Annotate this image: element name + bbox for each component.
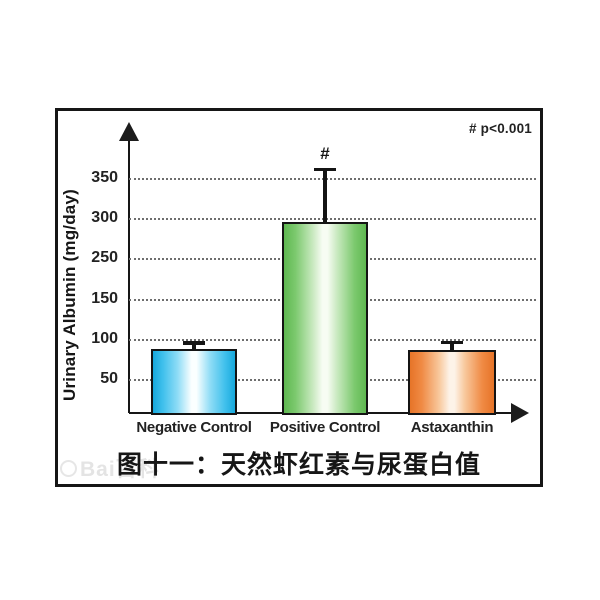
significance-mark-2: # xyxy=(320,143,330,163)
significance-note: # p<0.001 xyxy=(469,121,532,136)
category-label-2: Positive Control xyxy=(269,419,381,436)
error-bar-cap-3 xyxy=(441,340,463,344)
error-bar-cap-2 xyxy=(314,167,336,172)
y-tick-label-300: 300 xyxy=(91,209,118,227)
bar-positive-control xyxy=(282,221,368,415)
y-tick-label-250: 250 xyxy=(91,249,118,267)
y-axis-arrow-up-icon xyxy=(119,122,139,141)
bar-astaxanthin xyxy=(408,350,496,415)
y-axis-line xyxy=(127,139,131,413)
figure-caption: 图十一：天然虾红素与尿蛋白值 xyxy=(116,451,481,479)
category-label-1: Negative Control xyxy=(136,419,252,436)
bar-negative-control xyxy=(151,349,237,415)
error-bar-cap-1 xyxy=(183,341,205,345)
chart-frame: # p<0.001 Urinary Albumin (mg/day) 350 30… xyxy=(55,108,543,487)
y-tick-label-50: 50 xyxy=(100,370,118,387)
y-tick-label-350: 350 xyxy=(91,169,118,186)
y-tick-label-150: 150 xyxy=(91,289,118,307)
baidu-watermark: Bai百科 xyxy=(60,453,160,483)
watermark-text: Bai百科 xyxy=(80,458,160,481)
x-axis-arrow-right-icon xyxy=(511,403,529,423)
baidu-paw-icon xyxy=(60,459,77,477)
y-tick-label-100: 100 xyxy=(91,329,118,347)
gridline-350 xyxy=(129,178,536,180)
error-bar-line-1 xyxy=(192,341,196,350)
error-bar-line-3 xyxy=(450,340,454,351)
gridline-300 xyxy=(129,218,536,221)
category-label-3: Astaxanthin xyxy=(410,419,494,436)
error-bar-line-2 xyxy=(323,167,327,222)
